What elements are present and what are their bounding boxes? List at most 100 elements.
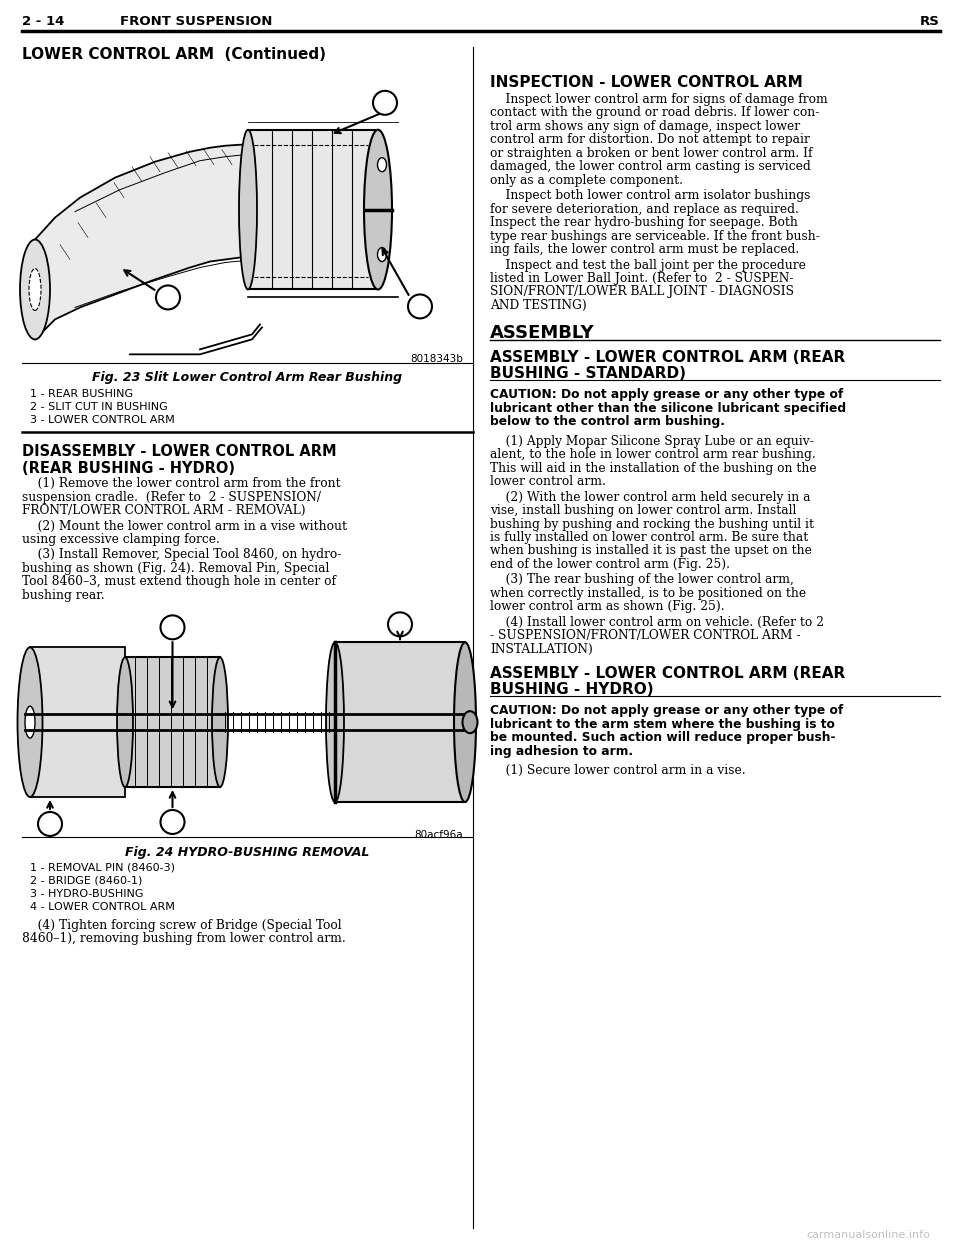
Text: 2 - 14: 2 - 14 bbox=[22, 15, 64, 29]
Ellipse shape bbox=[408, 294, 432, 318]
Text: (4) Tighten forcing screw of Bridge (Special Tool: (4) Tighten forcing screw of Bridge (Spe… bbox=[22, 919, 342, 932]
Text: 2 - BRIDGE (8460-1): 2 - BRIDGE (8460-1) bbox=[30, 876, 142, 886]
Text: (3) Install Remover, Special Tool 8460, on hydro-: (3) Install Remover, Special Tool 8460, … bbox=[22, 549, 342, 561]
Ellipse shape bbox=[17, 647, 42, 797]
Text: below to the control arm bushing.: below to the control arm bushing. bbox=[490, 415, 725, 428]
Text: 1 - REMOVAL PIN (8460-3): 1 - REMOVAL PIN (8460-3) bbox=[30, 863, 175, 873]
Text: (1) Remove the lower control arm from the front: (1) Remove the lower control arm from th… bbox=[22, 477, 341, 491]
Text: (2) Mount the lower control arm in a vise without: (2) Mount the lower control arm in a vis… bbox=[22, 519, 347, 533]
Text: FRONT/LOWER CONTROL ARM - REMOVAL): FRONT/LOWER CONTROL ARM - REMOVAL) bbox=[22, 504, 305, 517]
Text: SION/FRONT/LOWER BALL JOINT - DIAGNOSIS: SION/FRONT/LOWER BALL JOINT - DIAGNOSIS bbox=[490, 286, 794, 298]
Text: BUSHING - HYDRO): BUSHING - HYDRO) bbox=[490, 682, 654, 697]
Text: This will aid in the installation of the bushing on the: This will aid in the installation of the… bbox=[490, 462, 817, 474]
Text: end of the lower control arm (Fig. 25).: end of the lower control arm (Fig. 25). bbox=[490, 558, 730, 571]
Text: bushing as shown (Fig. 24). Removal Pin, Special: bushing as shown (Fig. 24). Removal Pin,… bbox=[22, 561, 329, 575]
Text: AND TESTING): AND TESTING) bbox=[490, 299, 587, 312]
Text: when correctly installed, is to be positioned on the: when correctly installed, is to be posit… bbox=[490, 587, 806, 600]
Text: INSPECTION - LOWER CONTROL ARM: INSPECTION - LOWER CONTROL ARM bbox=[490, 75, 803, 89]
Ellipse shape bbox=[160, 615, 184, 640]
Text: 3: 3 bbox=[168, 816, 177, 828]
Text: 8460–1), removing bushing from lower control arm.: 8460–1), removing bushing from lower con… bbox=[22, 933, 346, 945]
Bar bbox=[335, 642, 465, 802]
Text: 2 - SLIT CUT IN BUSHING: 2 - SLIT CUT IN BUSHING bbox=[30, 402, 168, 412]
Text: CAUTION: Do not apply grease or any other type of: CAUTION: Do not apply grease or any othe… bbox=[490, 704, 843, 717]
Text: 2: 2 bbox=[416, 299, 424, 313]
Text: Tool 8460–3, must extend though hole in center of: Tool 8460–3, must extend though hole in … bbox=[22, 575, 336, 589]
Ellipse shape bbox=[212, 657, 228, 787]
Bar bbox=[30, 647, 125, 797]
Text: type rear bushings are serviceable. If the front bush-: type rear bushings are serviceable. If t… bbox=[490, 230, 820, 242]
Text: LOWER CONTROL ARM  (Continued): LOWER CONTROL ARM (Continued) bbox=[22, 47, 326, 62]
Text: listed in Lower Ball Joint. (Refer to  2 - SUSPEN-: listed in Lower Ball Joint. (Refer to 2 … bbox=[490, 272, 794, 284]
Text: only as a complete component.: only as a complete component. bbox=[490, 174, 683, 186]
Text: 1 - REAR BUSHING: 1 - REAR BUSHING bbox=[30, 389, 133, 399]
Ellipse shape bbox=[160, 810, 184, 833]
Text: 2: 2 bbox=[396, 617, 404, 631]
Ellipse shape bbox=[117, 657, 133, 787]
Text: FRONT SUSPENSION: FRONT SUSPENSION bbox=[120, 15, 273, 29]
Text: lubricant other than the silicone lubricant specified: lubricant other than the silicone lubric… bbox=[490, 401, 846, 415]
Text: (1) Apply Mopar Silicone Spray Lube or an equiv-: (1) Apply Mopar Silicone Spray Lube or a… bbox=[490, 435, 814, 447]
Text: 4: 4 bbox=[46, 817, 55, 831]
Text: INSTALLATION): INSTALLATION) bbox=[490, 643, 593, 656]
Ellipse shape bbox=[373, 91, 397, 114]
Ellipse shape bbox=[20, 240, 50, 339]
Text: suspension cradle.  (Refer to  2 - SUSPENSION/: suspension cradle. (Refer to 2 - SUSPENS… bbox=[22, 491, 321, 503]
Text: 3 - HYDRO-BUSHING: 3 - HYDRO-BUSHING bbox=[30, 889, 143, 899]
Text: 8018343b: 8018343b bbox=[410, 354, 463, 364]
Polygon shape bbox=[35, 145, 252, 339]
Text: ASSEMBLY: ASSEMBLY bbox=[490, 324, 594, 343]
Ellipse shape bbox=[326, 642, 344, 802]
Text: trol arm shows any sign of damage, inspect lower: trol arm shows any sign of damage, inspe… bbox=[490, 119, 800, 133]
Text: for severe deterioration, and replace as required.: for severe deterioration, and replace as… bbox=[490, 202, 799, 216]
Text: is fully installed on lower control arm. Be sure that: is fully installed on lower control arm.… bbox=[490, 532, 808, 544]
Text: bushing by pushing and rocking the bushing until it: bushing by pushing and rocking the bushi… bbox=[490, 518, 814, 530]
Text: CAUTION: Do not apply grease or any other type of: CAUTION: Do not apply grease or any othe… bbox=[490, 389, 843, 401]
Text: 4 - LOWER CONTROL ARM: 4 - LOWER CONTROL ARM bbox=[30, 902, 175, 912]
Text: (1) Secure lower control arm in a vise.: (1) Secure lower control arm in a vise. bbox=[490, 764, 746, 777]
Ellipse shape bbox=[463, 712, 477, 733]
Text: when bushing is installed it is past the upset on the: when bushing is installed it is past the… bbox=[490, 544, 812, 558]
Text: control arm for distortion. Do not attempt to repair: control arm for distortion. Do not attem… bbox=[490, 133, 810, 147]
Ellipse shape bbox=[388, 612, 412, 636]
Text: 3 - LOWER CONTROL ARM: 3 - LOWER CONTROL ARM bbox=[30, 415, 175, 425]
Text: damaged, the lower control arm casting is serviced: damaged, the lower control arm casting i… bbox=[490, 160, 811, 173]
Text: vise, install bushing on lower control arm. Install: vise, install bushing on lower control a… bbox=[490, 504, 797, 517]
Text: Inspect lower control arm for signs of damage from: Inspect lower control arm for signs of d… bbox=[490, 93, 828, 106]
Text: lower control arm as shown (Fig. 25).: lower control arm as shown (Fig. 25). bbox=[490, 600, 725, 614]
Text: using excessive clamping force.: using excessive clamping force. bbox=[22, 533, 220, 546]
Text: carmanualsonline.info: carmanualsonline.info bbox=[806, 1230, 930, 1240]
Text: be mounted. Such action will reduce proper bush-: be mounted. Such action will reduce prop… bbox=[490, 732, 835, 744]
Text: or straighten a broken or bent lower control arm. If: or straighten a broken or bent lower con… bbox=[490, 147, 812, 160]
Text: contact with the ground or road debris. If lower con-: contact with the ground or road debris. … bbox=[490, 107, 820, 119]
Ellipse shape bbox=[364, 129, 392, 289]
Text: - SUSPENSION/FRONT/LOWER CONTROL ARM -: - SUSPENSION/FRONT/LOWER CONTROL ARM - bbox=[490, 630, 801, 642]
Bar bbox=[248, 129, 378, 289]
Text: RS: RS bbox=[920, 15, 940, 29]
Text: alent, to the hole in lower control arm rear bushing.: alent, to the hole in lower control arm … bbox=[490, 448, 816, 461]
Text: lubricant to the arm stem where the bushing is to: lubricant to the arm stem where the bush… bbox=[490, 718, 835, 730]
Bar bbox=[22, 65, 473, 369]
Text: 3: 3 bbox=[164, 291, 172, 304]
Ellipse shape bbox=[377, 247, 387, 262]
Ellipse shape bbox=[377, 158, 387, 171]
Text: ASSEMBLY - LOWER CONTROL ARM (REAR: ASSEMBLY - LOWER CONTROL ARM (REAR bbox=[490, 350, 845, 365]
Text: 1: 1 bbox=[168, 621, 177, 633]
Text: (4) Install lower control arm on vehicle. (Refer to 2: (4) Install lower control arm on vehicle… bbox=[490, 616, 824, 628]
Ellipse shape bbox=[156, 286, 180, 309]
Ellipse shape bbox=[239, 129, 257, 289]
Text: ing fails, the lower control arm must be replaced.: ing fails, the lower control arm must be… bbox=[490, 243, 800, 256]
Text: lower control arm.: lower control arm. bbox=[490, 476, 606, 488]
Text: Inspect both lower control arm isolator bushings: Inspect both lower control arm isolator … bbox=[490, 189, 810, 202]
Text: Fig. 23 Slit Lower Control Arm Rear Bushing: Fig. 23 Slit Lower Control Arm Rear Bush… bbox=[92, 371, 402, 384]
Ellipse shape bbox=[454, 642, 476, 802]
Ellipse shape bbox=[25, 707, 35, 738]
Text: DISASSEMBLY - LOWER CONTROL ARM: DISASSEMBLY - LOWER CONTROL ARM bbox=[22, 445, 337, 460]
Text: ing adhesion to arm.: ing adhesion to arm. bbox=[490, 745, 634, 758]
Text: (3) The rear bushing of the lower control arm,: (3) The rear bushing of the lower contro… bbox=[490, 574, 794, 586]
Bar bbox=[125, 657, 220, 787]
Text: ASSEMBLY - LOWER CONTROL ARM (REAR: ASSEMBLY - LOWER CONTROL ARM (REAR bbox=[490, 666, 845, 682]
Text: BUSHING - STANDARD): BUSHING - STANDARD) bbox=[490, 366, 686, 381]
Ellipse shape bbox=[38, 812, 62, 836]
Ellipse shape bbox=[29, 268, 41, 310]
